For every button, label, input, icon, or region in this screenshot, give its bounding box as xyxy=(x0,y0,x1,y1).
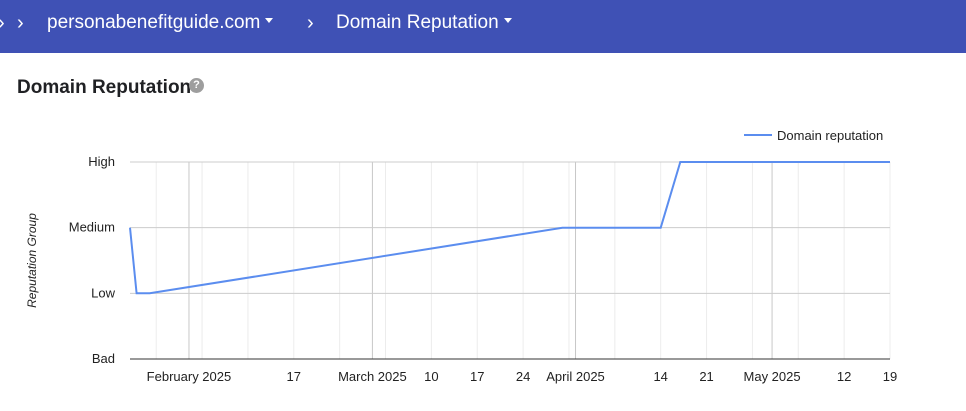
x-tick-label: 17 xyxy=(287,369,301,384)
x-tick-label: April 2025 xyxy=(546,369,605,384)
x-tick-label: 24 xyxy=(516,369,530,384)
breadcrumb-report-label: Domain Reputation xyxy=(336,12,499,33)
x-tick-label: February 2025 xyxy=(147,369,232,384)
x-tick-label: 14 xyxy=(653,369,667,384)
caret-down-icon xyxy=(265,18,274,24)
x-tick-label: 12 xyxy=(837,369,851,384)
y-tick-label: Medium xyxy=(69,220,115,235)
series-line-domain-reputation xyxy=(129,161,890,295)
y-tick-label: Bad xyxy=(92,351,115,366)
x-tick-label: May 2025 xyxy=(744,369,801,384)
chevron-right-icon[interactable]: › xyxy=(0,12,5,34)
top-bar: › › personabenefitguide.com › Domain Rep… xyxy=(0,0,966,53)
breadcrumb-report[interactable]: Domain Reputation xyxy=(336,12,512,34)
breadcrumb-domain[interactable]: personabenefitguide.com xyxy=(47,12,274,34)
page-title: Domain Reputation xyxy=(17,77,192,98)
chevron-right-icon: › xyxy=(307,12,314,34)
x-tick-label: 19 xyxy=(883,369,897,384)
x-tick-label: March 2025 xyxy=(338,369,407,384)
breadcrumb-domain-label: personabenefitguide.com xyxy=(47,12,261,33)
x-tick-label: 21 xyxy=(699,369,713,384)
help-icon[interactable]: ? xyxy=(189,78,204,93)
y-tick-label: High xyxy=(88,154,115,169)
x-tick-label: 17 xyxy=(470,369,484,384)
legend-label: Domain reputation xyxy=(777,128,883,143)
y-tick-label: Low xyxy=(91,285,115,300)
y-axis-label: Reputation Group xyxy=(25,213,39,308)
x-tick-label: 10 xyxy=(424,369,438,384)
caret-down-icon xyxy=(503,18,512,24)
chevron-right-icon: › xyxy=(17,12,24,34)
reputation-chart: Bad Low Medium High February 2025 17 March 202… xyxy=(25,128,897,384)
